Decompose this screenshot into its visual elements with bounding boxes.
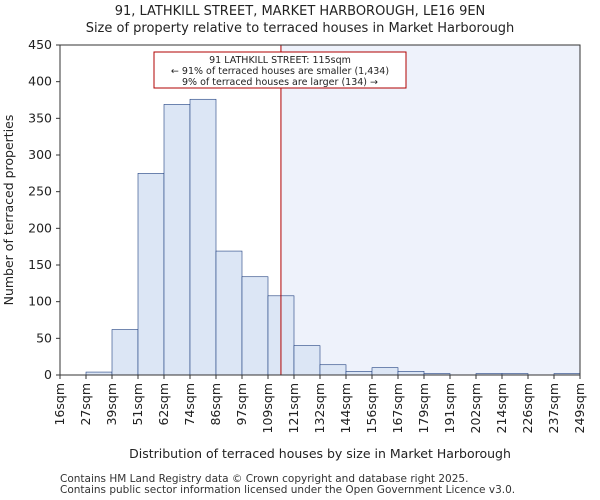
annotation-line-2: ← 91% of terraced houses are smaller (1,… xyxy=(171,66,389,77)
x-tick-label: 144sqm xyxy=(338,383,353,433)
y-tick-label: 100 xyxy=(28,294,52,309)
annotation-line-1: 91 LATHKILL STREET: 115sqm xyxy=(209,55,351,66)
y-tick-label: 300 xyxy=(28,147,52,162)
histogram-bar xyxy=(215,250,243,376)
x-tick-label: 39sqm xyxy=(104,383,119,426)
histogram-bar xyxy=(111,329,139,376)
x-tick-label: 74sqm xyxy=(182,383,197,426)
x-tick-label: 179sqm xyxy=(416,383,431,433)
y-tick-label: 200 xyxy=(28,220,52,235)
histogram-bar xyxy=(189,98,217,376)
y-tick-label: 50 xyxy=(36,330,52,345)
annotation-line-3: 9% of terraced houses are larger (134) → xyxy=(182,77,378,88)
histogram-bar xyxy=(293,345,321,376)
histogram-bar xyxy=(345,371,373,376)
histogram-bar xyxy=(137,173,165,376)
y-tick-label: 250 xyxy=(28,184,52,199)
y-tick-label: 350 xyxy=(28,110,52,125)
x-tick-label: 109sqm xyxy=(260,383,275,433)
y-axis-label: Number of terraced properties xyxy=(1,115,16,306)
x-tick-label: 16sqm xyxy=(52,383,67,426)
x-tick-label: 97sqm xyxy=(234,383,249,426)
x-tick-label: 237sqm xyxy=(546,383,561,433)
histogram-bar xyxy=(241,276,269,376)
chart-title: 91, LATHKILL STREET, MARKET HARBOROUGH, … xyxy=(114,4,486,19)
x-tick-label: 132sqm xyxy=(312,383,327,433)
x-tick-label: 51sqm xyxy=(130,383,145,426)
histogram-bar xyxy=(397,371,425,376)
footer-copyright: Contains HM Land Registry data © Crown c… xyxy=(60,473,469,485)
histogram-chart: 0 50 100 150 200 250 300 350 400 450 16sqm 27sqm 39s… xyxy=(1,37,587,461)
x-tick-label: 191sqm xyxy=(442,383,457,433)
chart-subtitle: Size of property relative to terraced ho… xyxy=(85,21,515,36)
x-tick-label: 249sqm xyxy=(572,383,587,433)
x-tick-label: 202sqm xyxy=(468,383,483,433)
highlight-region xyxy=(280,45,580,375)
y-tick-label: 400 xyxy=(28,74,52,89)
x-tick-label: 121sqm xyxy=(286,383,301,433)
x-tick-label: 86sqm xyxy=(208,383,223,426)
x-tick-label: 226sqm xyxy=(520,383,535,433)
x-axis-label: Distribution of terraced houses by size … xyxy=(129,446,511,461)
x-tick-label: 62sqm xyxy=(156,383,171,426)
x-tick-label: 27sqm xyxy=(78,383,93,426)
histogram-bar xyxy=(371,367,399,376)
x-tick-label: 156sqm xyxy=(364,383,379,433)
x-tick-label: 167sqm xyxy=(390,383,405,433)
histogram-bar xyxy=(163,104,191,376)
histogram-bar xyxy=(319,364,347,376)
x-tick-label: 214sqm xyxy=(494,383,509,433)
y-tick-label: 0 xyxy=(44,367,52,382)
footer-licence: Contains public sector information licen… xyxy=(60,484,516,496)
y-tick-label: 150 xyxy=(28,257,52,272)
y-tick-label: 450 xyxy=(28,37,52,52)
annotation-box xyxy=(153,51,407,89)
